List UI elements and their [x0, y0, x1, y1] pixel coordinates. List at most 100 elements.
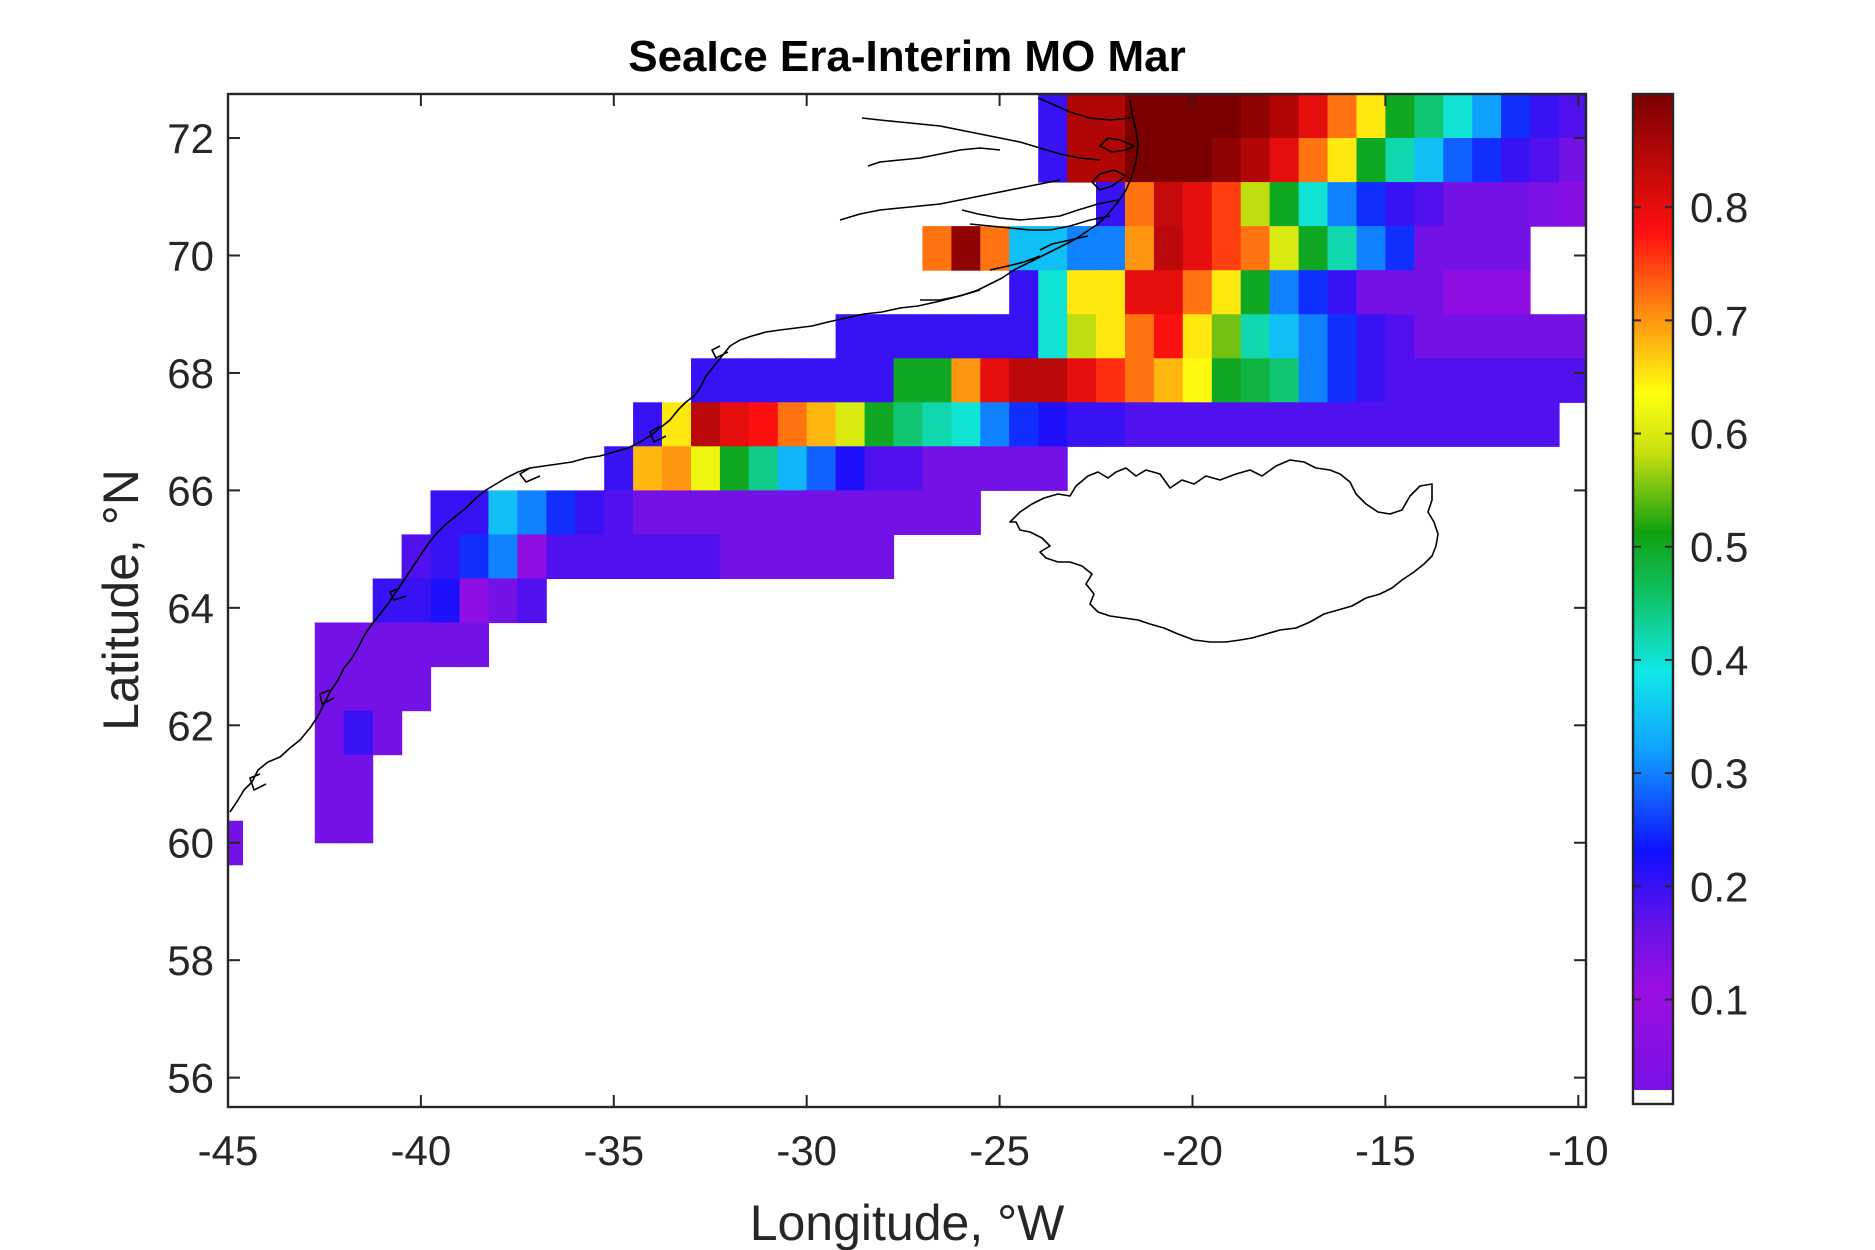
heatmap-cell [1356, 270, 1386, 315]
y-tick-label: 68 [167, 350, 214, 397]
heatmap-cell [1356, 182, 1386, 227]
heatmap-cell [1588, 314, 1618, 359]
heatmap-cell [1298, 314, 1329, 359]
heatmap-cell [777, 490, 808, 535]
coastlines [229, 97, 1439, 813]
x-tick-label: -35 [583, 1127, 644, 1174]
heatmap-cell [343, 666, 374, 712]
heatmap-cell [1588, 358, 1618, 403]
x-tick-label: -20 [1162, 1127, 1223, 1174]
heatmap-cell [1443, 226, 1473, 271]
heatmap-cell [1501, 358, 1531, 403]
x-tick-label: -40 [391, 1127, 452, 1174]
heatmap-cell [1327, 182, 1357, 227]
heatmap-cell [922, 358, 952, 403]
y-axis: 56 58 60 62 64 66 68 70 72 [167, 115, 1586, 1102]
heatmap-cell [401, 534, 432, 579]
heatmap-cell [459, 622, 489, 668]
heatmap-cell [488, 534, 518, 579]
heatmap-cell [1530, 314, 1560, 359]
heatmap-cell [1240, 138, 1271, 183]
heatmap-cell [806, 446, 837, 491]
y-tick-label: 64 [167, 585, 214, 632]
heatmap-cell [1385, 138, 1415, 183]
x-axis-label: Longitude, °W [750, 1195, 1065, 1250]
heatmap-cell [980, 314, 1010, 359]
heatmap-cell [1443, 270, 1473, 315]
heatmap-cell [1009, 226, 1039, 271]
heatmap-cell [748, 402, 779, 447]
colorbar-tick-label: 0.2 [1690, 863, 1748, 910]
colorbar-tick-label: 0.1 [1690, 976, 1748, 1023]
heatmap-cell [430, 578, 460, 624]
heatmap-cell [1038, 314, 1068, 359]
heatmap-cell [777, 446, 808, 491]
heatmap-cell [1269, 138, 1300, 183]
heatmap-cell [1153, 94, 1184, 139]
colorbar-gradient [1633, 94, 1673, 1090]
heatmap-cell [546, 534, 576, 579]
heatmap-cell [1385, 94, 1415, 139]
heatmap-cell [691, 402, 721, 447]
heatmap-cell [1182, 182, 1213, 227]
colorbar-axis: 0.1 0.2 0.3 0.4 0.5 0.6 0.7 0.8 [1633, 184, 1748, 1023]
heatmap-cell [719, 534, 750, 579]
heatmap-cell [1240, 314, 1271, 359]
heatmap-cell [1356, 226, 1386, 271]
heatmap-cell [1530, 402, 1560, 447]
heatmap-cell [980, 446, 1010, 491]
heatmap-cell [1472, 94, 1502, 139]
heatmap-cell [1385, 270, 1415, 315]
heatmap-cell [1356, 94, 1386, 139]
heatmap-cell [372, 622, 403, 668]
heatmap-cell [1211, 94, 1242, 139]
heatmap-cell [1067, 358, 1097, 403]
heatmap-cell [314, 622, 345, 668]
heatmap-cell [1414, 358, 1444, 403]
heatmap-cell [1298, 182, 1329, 227]
heatmap-cell [1240, 94, 1271, 139]
heatmap-cell [1096, 226, 1126, 271]
heatmap-cell [1009, 358, 1039, 403]
heatmap-cell [1240, 226, 1271, 271]
heatmap-cell [922, 490, 952, 535]
heatmap-cell [806, 402, 837, 447]
heatmap-cell [893, 358, 923, 403]
heatmap-cell [719, 402, 750, 447]
heatmap-cell [864, 446, 895, 491]
heatmap-cell [1472, 270, 1502, 315]
heatmap-cell [777, 402, 808, 447]
y-tick-label: 60 [167, 820, 214, 867]
heatmap-cell [604, 490, 634, 535]
heatmap-cell [1125, 358, 1155, 403]
heatmap-cell [459, 578, 489, 624]
heatmap-cell [951, 314, 981, 359]
heatmap-cell [546, 490, 576, 535]
heatmap-cell [835, 314, 866, 359]
heatmap-cell [1530, 138, 1560, 183]
heatmap-cell [1009, 270, 1039, 315]
heatmap-cell [1443, 182, 1473, 227]
heatmap-cell [719, 446, 750, 491]
heatmap-cell [314, 798, 345, 844]
heatmap-cell [719, 358, 750, 403]
heatmap-cell [1385, 402, 1415, 447]
heatmap-cell [748, 446, 779, 491]
heatmap-cell [951, 402, 981, 447]
heatmap-cell [777, 358, 808, 403]
heatmap-cell [951, 226, 981, 271]
heatmap-cell [1182, 226, 1213, 271]
heatmap-cell [1414, 94, 1444, 139]
heatmap-cell [1327, 226, 1357, 271]
heatmap-cell [1240, 270, 1271, 315]
heatmap-cell [1443, 358, 1473, 403]
heatmap-cell [1182, 314, 1213, 359]
y-tick-label: 62 [167, 702, 214, 749]
heatmap-cell [1153, 138, 1184, 183]
heatmap-cell [1559, 314, 1586, 359]
heatmap-cell [691, 358, 721, 403]
heatmap-cell [1009, 402, 1039, 447]
heatmap-cell [1414, 138, 1444, 183]
heatmap-cell [951, 358, 981, 403]
heatmap-cell [777, 534, 808, 579]
